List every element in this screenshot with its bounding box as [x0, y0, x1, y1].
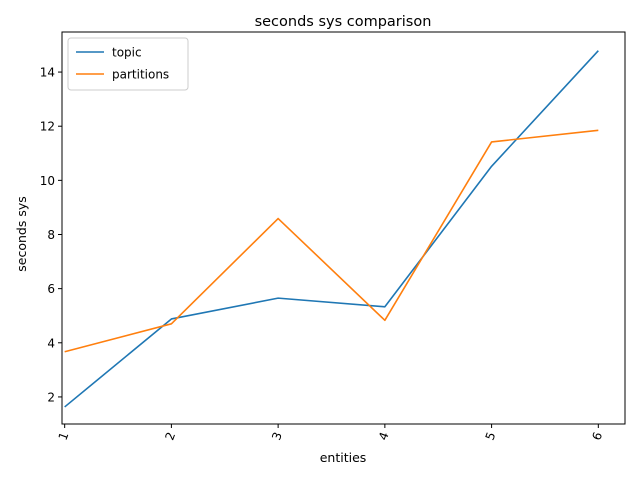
y-tick-label: 12 — [40, 120, 55, 134]
y-tick-label: 6 — [47, 282, 55, 296]
x-tick-label: 5 — [483, 430, 499, 442]
y-axis-label: seconds sys — [14, 196, 29, 272]
y-tick-label: 8 — [47, 228, 55, 242]
x-tick-label: 3 — [269, 430, 285, 442]
x-tick-label: 6 — [589, 430, 605, 442]
x-tick-label: 1 — [56, 430, 72, 442]
x-axis-label: entities — [320, 450, 367, 465]
legend-box — [67, 37, 189, 91]
legend: topic partitions — [67, 37, 189, 91]
y-tick-label: 14 — [40, 66, 55, 80]
legend-label-topic: topic — [112, 46, 142, 60]
axes-frame — [61, 31, 626, 425]
series-line-partitions — [64, 129, 599, 353]
legend-label-partitions: partitions — [112, 68, 169, 82]
y-tick-label: 2 — [47, 390, 55, 404]
chart-title: seconds sys comparison — [255, 14, 432, 30]
x-tick-label: 2 — [162, 430, 178, 442]
x-tick-label: 4 — [376, 430, 392, 442]
series-line-topic — [64, 50, 599, 408]
y-tick-label: 10 — [40, 174, 55, 188]
y-tick-label: 4 — [47, 336, 55, 350]
